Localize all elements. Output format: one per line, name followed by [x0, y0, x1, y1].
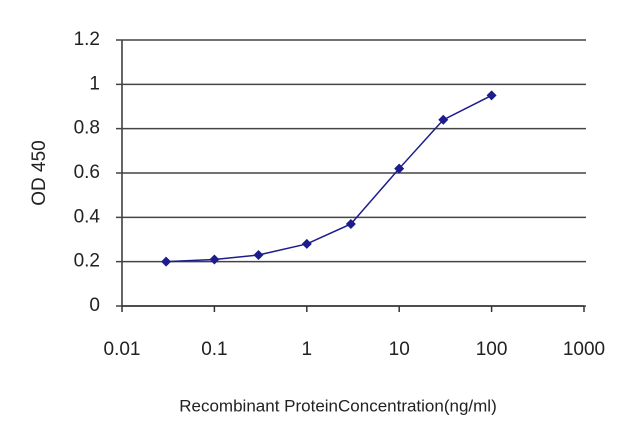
x-tick-label: 100: [476, 339, 508, 360]
data-point: [161, 256, 172, 267]
data-line: [166, 94, 492, 263]
y-tick-label: 0.8: [74, 118, 100, 139]
data-point: [345, 218, 356, 229]
x-tick-label: 10: [389, 339, 410, 360]
data-point: [486, 90, 497, 101]
data-point: [209, 254, 220, 265]
data-point: [301, 238, 312, 249]
data-point: [253, 250, 264, 261]
data-point: [438, 114, 449, 125]
y-axis-label: OD 450: [29, 140, 50, 205]
x-tick-label: 1000: [563, 339, 605, 360]
x-tick-label: 0.01: [104, 339, 141, 360]
y-tick-label: 1: [89, 73, 100, 94]
y-tick-label: 0.6: [74, 162, 100, 183]
x-tick-label: 1: [302, 339, 313, 360]
x-tick-label: 0.1: [201, 339, 227, 360]
y-tick-label: 1.2: [74, 29, 100, 50]
y-tick-label: 0.2: [74, 251, 100, 272]
y-tick-label: 0: [89, 295, 100, 316]
x-axis-label: Recombinant ProteinConcentration(ng/ml): [179, 396, 497, 415]
y-tick-label: 0.4: [74, 206, 101, 227]
data-point: [394, 163, 405, 174]
